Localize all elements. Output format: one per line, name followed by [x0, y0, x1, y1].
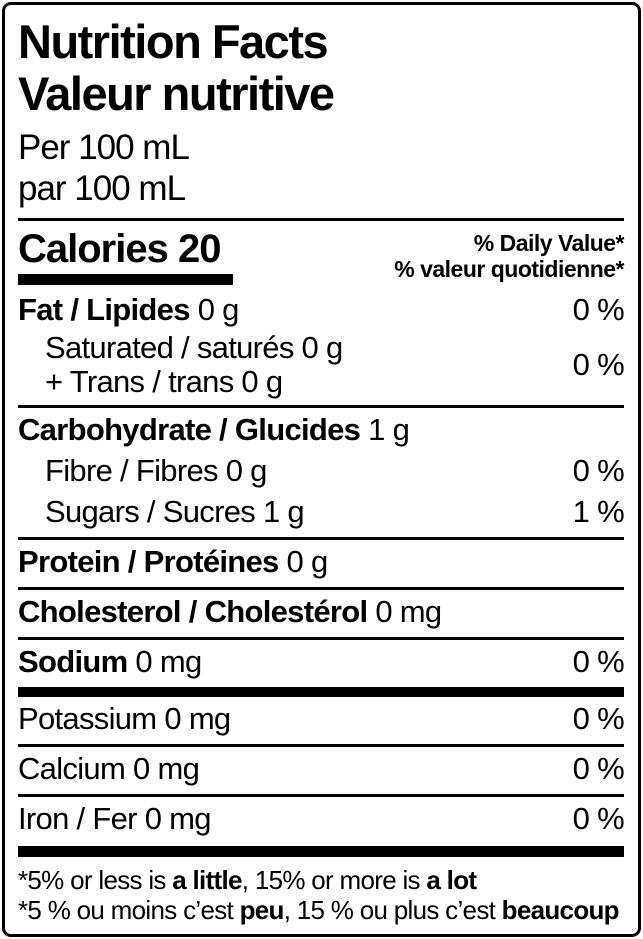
nutrient-rows: Fat / Lipides 0 g 0 % Saturated / saturés …: [18, 291, 625, 857]
nutrient-row: Fat / Lipides 0 g 0 %: [18, 291, 625, 329]
thick-separator: [18, 846, 624, 857]
nutrient-sublines: Saturated / saturés 0 g + Trans / trans 0…: [18, 331, 343, 399]
nutrient-row: Protein / Protéines 0 g: [18, 543, 624, 581]
footnote-bold-term: a lot: [426, 865, 477, 895]
separator: [18, 794, 624, 797]
nutrient-name: Protein / Protéines: [18, 544, 279, 579]
daily-value: 0 %: [572, 701, 625, 736]
nutrient-text: Sugars / Sucres 1 g: [18, 493, 305, 531]
footnote-text: *5% or less is: [18, 865, 173, 895]
separator: [18, 537, 624, 540]
footnote-bold-term: beaucoup: [501, 895, 620, 925]
nutrient-amount: 0 mg: [135, 644, 202, 679]
daily-value: 0 %: [572, 644, 625, 679]
daily-value-header-english: % Daily Value*: [473, 230, 625, 256]
separator: [18, 405, 624, 408]
daily-value-header-french: % valeur quotidienne*: [394, 256, 624, 282]
nutrient-row: Iron / Fer 0 mg 0 %: [18, 800, 625, 838]
footnote-bold-term: a little: [172, 865, 242, 895]
daily-value: 0 %: [572, 453, 625, 488]
nutrient-amount: 0 g: [286, 544, 329, 579]
nutrient-row: Sugars / Sucres 1 g 1 %: [18, 493, 625, 531]
daily-value: 0 %: [572, 347, 625, 382]
nutrient-amount: 0 mg: [144, 801, 212, 836]
title-french: Valeur nutritive: [18, 67, 335, 120]
nutrient-row: Cholesterol / Cholestérol 0 mg: [18, 593, 624, 631]
separator: [18, 637, 624, 640]
title-english: Nutrition Facts: [18, 15, 329, 68]
separator: [18, 218, 624, 221]
nutrient-name: + Trans / trans 0 g: [45, 364, 283, 399]
footnote-text: , 15 % ou plus c’est: [283, 895, 502, 925]
nutrient-row: Fibre / Fibres 0 g 0 %: [18, 452, 625, 490]
calories-underline-bar: [18, 274, 233, 285]
footnote-text: , 15% or more is: [241, 865, 427, 895]
daily-value-header: % Daily Value* % valeur quotidienne*: [394, 230, 624, 282]
nutrient-row: Carbohydrate / Glucides 1 g: [18, 411, 624, 449]
nutrient-amount: 1 g: [262, 494, 305, 529]
nutrient-name: Sugars / Sucres: [45, 494, 256, 529]
serving-size-french: par 100 mL: [18, 169, 186, 208]
nutrient-name: Sodium: [18, 644, 128, 679]
nutrient-text: Potassium 0 mg: [18, 700, 231, 738]
nutrient-name: Fibre / Fibres: [45, 453, 218, 488]
nutrient-row: Potassium 0 mg 0 %: [18, 700, 625, 738]
calories-row: Calories 20 % Daily Value* % valeur quot…: [18, 228, 624, 285]
nutrient-name: Cholesterol / Cholestérol: [18, 594, 368, 629]
footnote-bold-term: peu: [239, 895, 285, 925]
nutrient-name: Iron / Fer: [18, 801, 137, 836]
nutrient-name: Fat / Lipides: [18, 292, 190, 327]
nutrient-text: Cholesterol / Cholestérol 0 mg: [18, 593, 442, 631]
calories-value: Calories 20: [18, 228, 233, 270]
daily-value: 0 %: [572, 801, 625, 836]
nutrient-amount: 0 g: [225, 453, 268, 488]
nutrient-name: Carbohydrate / Glucides: [18, 412, 361, 447]
nutrient-text: Calcium 0 mg: [18, 750, 200, 788]
footnote-english: *5% or less is a little, 15% or more is …: [18, 865, 624, 895]
nutrient-text: Protein / Protéines 0 g: [18, 543, 328, 581]
nutrient-text: Iron / Fer 0 mg: [18, 800, 212, 838]
nutrient-row-group: Saturated / saturés 0 g + Trans / trans 0…: [18, 331, 625, 399]
calories-number: 20: [177, 227, 221, 271]
nutrient-text: Fat / Lipides 0 g: [18, 291, 239, 329]
nutrient-amount: 0 mg: [375, 594, 442, 629]
nutrient-row: Sodium 0 mg 0 %: [18, 643, 625, 681]
nutrient-amount: 0 mg: [133, 751, 200, 786]
footnote-text: *5 % ou moins c’est: [18, 895, 240, 925]
nutrient-amount: 0 mg: [164, 701, 231, 736]
nutrient-amount: 1 g: [368, 412, 410, 447]
thick-separator: [18, 687, 624, 697]
serving-size-english: Per 100 mL: [18, 128, 190, 167]
nutrient-name: Potassium: [18, 701, 157, 736]
nutrient-text: Sodium 0 mg: [18, 643, 202, 681]
nutrient-row: Calcium 0 mg 0 %: [18, 750, 625, 788]
footnote-french: *5 % ou moins c’est peu, 15 % ou plus c’…: [18, 895, 624, 925]
nutrient-text: Carbohydrate / Glucides 1 g: [18, 411, 410, 449]
nutrient-text: Fibre / Fibres 0 g: [18, 452, 267, 490]
separator: [18, 744, 624, 747]
daily-value: 0 %: [572, 292, 625, 327]
daily-value: 1 %: [572, 494, 625, 529]
nutrient-name: Calcium: [18, 751, 126, 786]
nutrient-amount: 0 g: [197, 292, 240, 327]
daily-value: 0 %: [572, 751, 625, 786]
nutrient-name: Saturated / saturés 0 g: [45, 330, 343, 365]
calories-block: Calories 20: [18, 228, 233, 285]
separator: [18, 587, 624, 590]
calories-label: Calories: [18, 227, 169, 271]
